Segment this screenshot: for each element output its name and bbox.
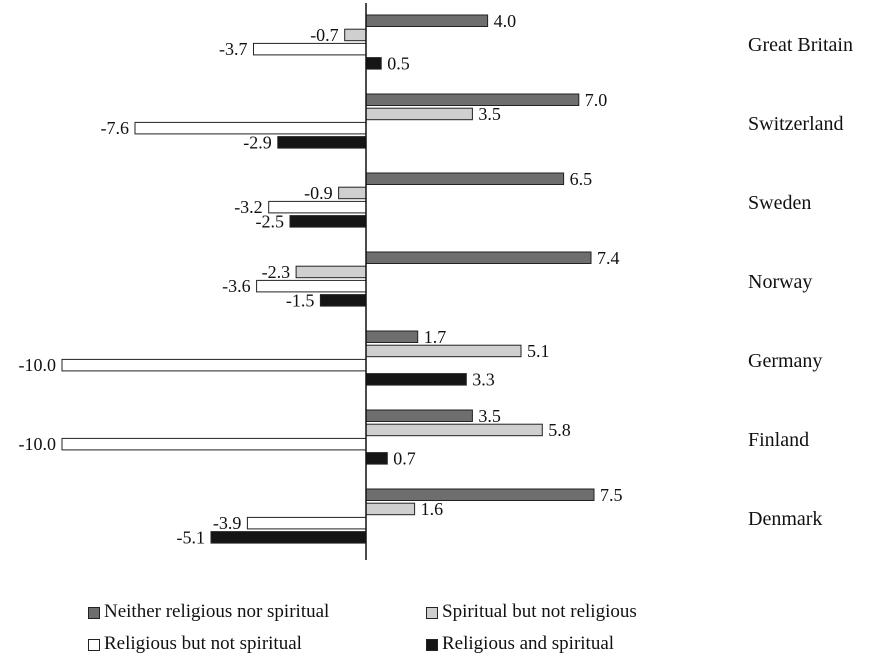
bar-sweden-neither-religious-nor-spiritual	[365, 172, 565, 185]
category-label-norway: Norway	[748, 271, 812, 293]
value-label-denmark-religious-and-spiritual: -5.1	[177, 527, 206, 547]
value-label-finland-religious-but-not-spiritual: -10.0	[19, 434, 57, 454]
category-label-switzerland: Switzerland	[748, 113, 844, 135]
legend-item-religious-and-spiritual: Religious and spiritual	[426, 628, 614, 660]
legend: Neither religious nor spiritual Spiritua…	[88, 596, 788, 660]
value-label-denmark-spiritual-but-not-religious: 1.6	[421, 499, 444, 519]
value-label-sweden-religious-and-spiritual: -2.5	[256, 211, 285, 231]
value-label-great-britain-neither-religious-nor-spiritual: 4.0	[494, 11, 516, 31]
value-label-switzerland-religious-but-not-spiritual: -7.6	[101, 118, 130, 138]
bar-switzerland-religious-and-spiritual	[277, 136, 367, 149]
bar-germany-religious-and-spiritual	[365, 373, 467, 386]
value-label-denmark-religious-but-not-spiritual: -3.9	[213, 513, 242, 533]
category-label-finland: Finland	[748, 429, 809, 451]
category-labels-layer: Great Britain Switzerland Sweden Norway Germ…	[748, 34, 853, 530]
value-label-norway-religious-but-not-spiritual: -3.6	[222, 276, 251, 296]
value-label-switzerland-spiritual-but-not-religious: 3.5	[478, 104, 501, 124]
bar-switzerland-neither-religious-nor-spiritual	[365, 93, 580, 106]
value-label-norway-religious-and-spiritual: -1.5	[286, 290, 315, 310]
value-label-switzerland-religious-and-spiritual: -2.9	[243, 132, 272, 152]
legend-item-religious-not-spiritual: Religious but not spiritual	[88, 628, 426, 660]
value-label-switzerland-neither-religious-nor-spiritual: 7.0	[585, 90, 608, 110]
value-label-denmark-neither-religious-nor-spiritual: 7.5	[600, 485, 623, 505]
bar-germany-religious-but-not-spiritual	[61, 358, 367, 372]
bar-denmark-spiritual-but-not-religious	[365, 502, 416, 516]
legend-row-1: Neither religious nor spiritual Spiritua…	[88, 596, 788, 628]
legend-swatch-religious-not-spiritual	[88, 639, 100, 651]
value-label-great-britain-religious-and-spiritual: 0.5	[387, 53, 410, 73]
value-label-germany-spiritual-but-not-religious: 5.1	[527, 341, 550, 361]
bar-norway-neither-religious-nor-spiritual	[365, 251, 592, 264]
bar-germany-neither-religious-nor-spiritual	[365, 330, 419, 343]
value-label-norway-neither-religious-nor-spiritual: 7.4	[597, 248, 620, 268]
bar-sweden-religious-and-spiritual	[289, 215, 367, 228]
category-label-germany: Germany	[748, 350, 822, 372]
legend-label-neither: Neither religious nor spiritual	[104, 601, 330, 622]
value-label-norway-spiritual-but-not-religious: -2.3	[262, 262, 291, 282]
legend-row-2: Religious but not spiritual Religious an…	[88, 628, 788, 660]
value-label-sweden-religious-but-not-spiritual: -3.2	[234, 197, 263, 217]
bar-great-britain-religious-but-not-spiritual	[253, 42, 367, 56]
bar-finland-spiritual-but-not-religious	[365, 423, 543, 437]
legend-item-spiritual: Spiritual but not religious	[426, 596, 637, 628]
bar-switzerland-spiritual-but-not-religious	[365, 107, 473, 121]
bar-great-britain-spiritual-but-not-religious	[344, 28, 367, 42]
bar-great-britain-religious-and-spiritual	[365, 57, 382, 70]
value-label-germany-neither-religious-nor-spiritual: 1.7	[424, 327, 447, 347]
legend-swatch-neither	[88, 607, 100, 619]
value-label-great-britain-spiritual-but-not-religious: -0.7	[310, 25, 339, 45]
legend-label-religious-not-spiritual: Religious but not spiritual	[104, 633, 302, 654]
value-labels-layer: 4.0-0.7-3.70.57.03.5-7.6-2.96.5-0.9-3.2-…	[19, 11, 623, 548]
category-label-denmark: Denmark	[748, 508, 822, 530]
value-label-sweden-spiritual-but-not-religious: -0.9	[304, 183, 333, 203]
category-label-great-britain: Great Britain	[748, 34, 853, 56]
category-label-sweden: Sweden	[748, 192, 811, 214]
legend-swatch-spiritual	[426, 607, 438, 619]
legend-item-neither: Neither religious nor spiritual	[88, 596, 426, 628]
value-label-germany-religious-and-spiritual: 3.3	[472, 369, 495, 389]
value-label-germany-religious-but-not-spiritual: -10.0	[19, 355, 57, 375]
bar-finland-religious-but-not-spiritual	[61, 437, 367, 451]
bar-germany-spiritual-but-not-religious	[365, 344, 522, 358]
bar-denmark-neither-religious-nor-spiritual	[365, 488, 595, 501]
value-label-sweden-neither-religious-nor-spiritual: 6.5	[570, 169, 593, 189]
value-label-finland-spiritual-but-not-religious: 5.8	[548, 420, 571, 440]
legend-swatch-religious-and-spiritual	[426, 639, 438, 651]
bar-denmark-religious-but-not-spiritual	[246, 516, 367, 530]
bar-finland-neither-religious-nor-spiritual	[365, 409, 473, 422]
legend-label-religious-and-spiritual: Religious and spiritual	[442, 633, 615, 654]
chart: 4.0-0.7-3.70.57.03.5-7.6-2.96.5-0.9-3.2-…	[19, 3, 853, 560]
value-label-finland-religious-and-spiritual: 0.7	[393, 448, 416, 468]
bar-sweden-spiritual-but-not-religious	[338, 186, 367, 200]
bar-norway-spiritual-but-not-religious	[295, 265, 367, 279]
legend-label-spiritual: Spiritual but not religious	[442, 601, 637, 622]
value-label-great-britain-religious-but-not-spiritual: -3.7	[219, 39, 248, 59]
bar-finland-religious-and-spiritual	[365, 452, 388, 465]
bar-great-britain-neither-religious-nor-spiritual	[365, 14, 489, 27]
value-label-finland-neither-religious-nor-spiritual: 3.5	[478, 406, 501, 426]
bars-layer	[61, 14, 595, 544]
bar-norway-religious-and-spiritual	[319, 294, 367, 307]
bar-denmark-religious-and-spiritual	[210, 531, 367, 544]
